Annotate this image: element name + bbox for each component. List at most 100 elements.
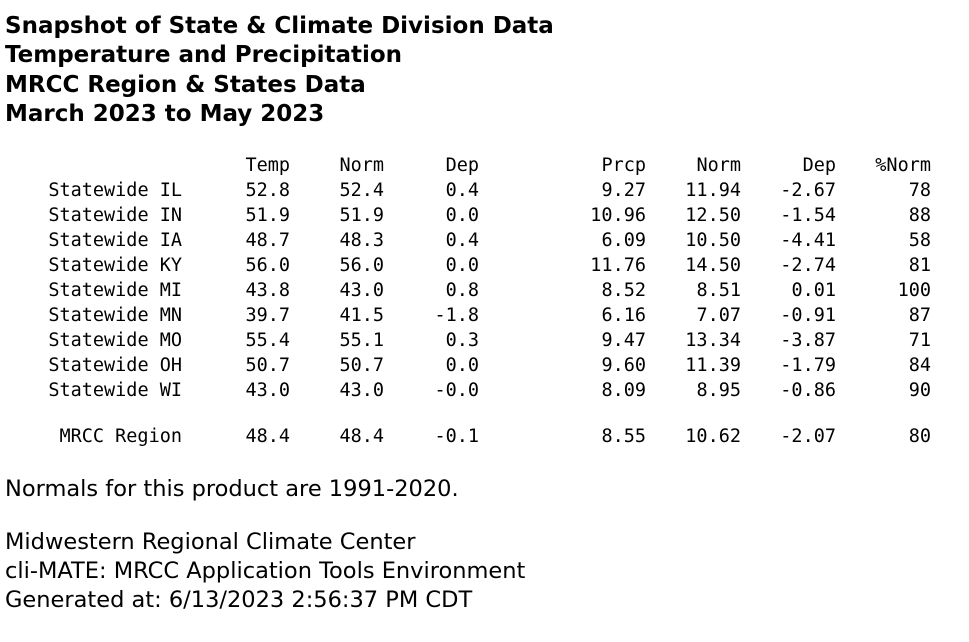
cell-prcp-norm: 7.07 <box>696 305 741 326</box>
cell-pct-norm: 71 <box>908 330 931 351</box>
row-label: Statewide MI <box>48 280 182 301</box>
row-label: Statewide KY <box>48 255 182 276</box>
cell-temp-norm: 43.0 <box>339 380 384 401</box>
report-scope: MRCC Region & States Data <box>5 71 366 98</box>
report-title: Snapshot of State & Climate Division Dat… <box>5 13 554 39</box>
cell-prcp-dep: -2.74 <box>780 255 836 276</box>
cell-temp-dep: 0.4 <box>445 230 479 251</box>
cell-prcp-norm: 8.51 <box>696 280 741 301</box>
cell-prcp-norm: 11.39 <box>685 355 741 376</box>
footer-org: Midwestern Regional Climate Center <box>5 529 416 555</box>
cell-temp-dep: 0.3 <box>445 330 479 351</box>
cell-temp: 56.0 <box>245 255 290 276</box>
table-header-row: Temp Norm Dep Prcp Norm Dep %Norm <box>0 153 969 178</box>
cell-temp-norm: 52.4 <box>339 180 384 201</box>
cell-pct-norm: 100 <box>897 280 931 301</box>
cell-temp-norm: 55.1 <box>339 330 384 351</box>
cell-temp-dep: -1.8 <box>434 305 479 326</box>
row-label: MRCC Region <box>59 426 182 447</box>
row-label: Statewide OH <box>48 355 182 376</box>
cell-temp: 43.0 <box>245 380 290 401</box>
cell-pct-norm: 78 <box>908 180 931 201</box>
cell-temp-norm: 48.4 <box>339 426 384 447</box>
cell-pct-norm: 81 <box>908 255 931 276</box>
row-label: Statewide IA <box>48 230 182 251</box>
footer-generated: Generated at: 6/13/2023 2:56:37 PM CDT <box>5 587 473 613</box>
cell-pct-norm: 88 <box>908 205 931 226</box>
cell-temp-norm: 51.9 <box>339 205 384 226</box>
cell-prcp-dep: 0.01 <box>791 280 836 301</box>
cell-prcp-dep: -0.86 <box>780 380 836 401</box>
cell-prcp: 11.76 <box>590 255 646 276</box>
cell-temp: 48.4 <box>245 426 290 447</box>
cell-prcp-dep: -2.67 <box>780 180 836 201</box>
table-row: Statewide MI 43.8 43.0 0.8 8.52 8.51 0.01 100 <box>0 278 969 303</box>
cell-prcp-dep: -1.79 <box>780 355 836 376</box>
cell-prcp: 6.09 <box>601 230 646 251</box>
cell-prcp-norm: 12.50 <box>685 205 741 226</box>
cell-temp-dep: 0.4 <box>445 180 479 201</box>
column-header-prcp-norm: Norm <box>696 155 741 176</box>
cell-temp: 55.4 <box>245 330 290 351</box>
table-row: Statewide IL 52.8 52.4 0.4 9.27 11.94 -2.67 78 <box>0 178 969 203</box>
table-row: Statewide MO 55.4 55.1 0.3 9.47 13.34 -3.87 71 <box>0 328 969 353</box>
cell-prcp-dep: -0.91 <box>780 305 836 326</box>
row-label: Statewide MN <box>48 305 182 326</box>
cell-prcp: 8.09 <box>601 380 646 401</box>
cell-prcp: 10.96 <box>590 205 646 226</box>
table-row: Statewide IA 48.7 48.3 0.4 6.09 10.50 -4.41 58 <box>0 228 969 253</box>
cell-temp: 50.7 <box>245 355 290 376</box>
cell-temp: 51.9 <box>245 205 290 226</box>
cell-temp: 43.8 <box>245 280 290 301</box>
cell-prcp-norm: 8.95 <box>696 380 741 401</box>
cell-prcp-norm: 10.62 <box>685 426 741 447</box>
cell-pct-norm: 58 <box>908 230 931 251</box>
cell-prcp: 8.52 <box>601 280 646 301</box>
row-label: Statewide IN <box>48 205 182 226</box>
cell-prcp-norm: 10.50 <box>685 230 741 251</box>
cell-prcp-dep: -4.41 <box>780 230 836 251</box>
table-row: Statewide KY 56.0 56.0 0.0 11.76 14.50 -2.74 81 <box>0 253 969 278</box>
cell-temp-norm: 50.7 <box>339 355 384 376</box>
cell-temp-dep: -0.1 <box>434 426 479 447</box>
normals-note: Normals for this product are 1991-2020. <box>5 476 459 502</box>
table-row: Statewide WI 43.0 43.0 -0.0 8.09 8.95 -0.86 90 <box>0 378 969 403</box>
column-header-prcp-dep: Dep <box>802 155 836 176</box>
cell-prcp-norm: 14.50 <box>685 255 741 276</box>
column-header-temp-norm: Norm <box>339 155 384 176</box>
climate-data-table: Temp Norm Dep Prcp Norm Dep %Norm Statewide IL… <box>0 153 969 449</box>
report-subtitle: Temperature and Precipitation <box>5 42 403 69</box>
cell-prcp-norm: 13.34 <box>685 330 741 351</box>
column-header-temp: Temp <box>245 155 290 176</box>
cell-temp-dep: 0.0 <box>445 255 479 276</box>
column-header-pct-norm: %Norm <box>875 155 931 176</box>
cell-temp-dep: 0.0 <box>445 355 479 376</box>
cell-prcp: 8.55 <box>601 426 646 447</box>
cell-temp-norm: 43.0 <box>339 280 384 301</box>
cell-prcp: 9.47 <box>601 330 646 351</box>
cell-temp-norm: 56.0 <box>339 255 384 276</box>
cell-temp-dep: 0.8 <box>445 280 479 301</box>
column-header-prcp: Prcp <box>601 155 646 176</box>
cell-prcp: 9.60 <box>601 355 646 376</box>
table-row: Statewide OH 50.7 50.7 0.0 9.60 11.39 -1.79 84 <box>0 353 969 378</box>
table-region-row: MRCC Region 48.4 48.4 -0.1 8.55 10.62 -2.07 80 <box>0 424 969 449</box>
cell-pct-norm: 84 <box>908 355 931 376</box>
cell-temp: 39.7 <box>245 305 290 326</box>
table-row: Statewide IN 51.9 51.9 0.0 10.96 12.50 -1.54 88 <box>0 203 969 228</box>
cell-temp: 48.7 <box>245 230 290 251</box>
report-period: March 2023 to May 2023 <box>5 100 325 127</box>
cell-temp: 52.8 <box>245 180 290 201</box>
table-row: Statewide MN 39.7 41.5 -1.8 6.16 7.07 -0.91 87 <box>0 303 969 328</box>
cell-temp-dep: 0.0 <box>445 205 479 226</box>
cell-pct-norm: 90 <box>908 380 931 401</box>
footer-app: cli-MATE: MRCC Application Tools Environ… <box>5 558 526 584</box>
row-label: Statewide MO <box>48 330 182 351</box>
cell-temp-norm: 48.3 <box>339 230 384 251</box>
cell-temp-dep: -0.0 <box>434 380 479 401</box>
cell-prcp: 6.16 <box>601 305 646 326</box>
cell-prcp-norm: 11.94 <box>685 180 741 201</box>
row-label: Statewide IL <box>48 180 182 201</box>
cell-prcp-dep: -1.54 <box>780 205 836 226</box>
cell-prcp-dep: -3.87 <box>780 330 836 351</box>
